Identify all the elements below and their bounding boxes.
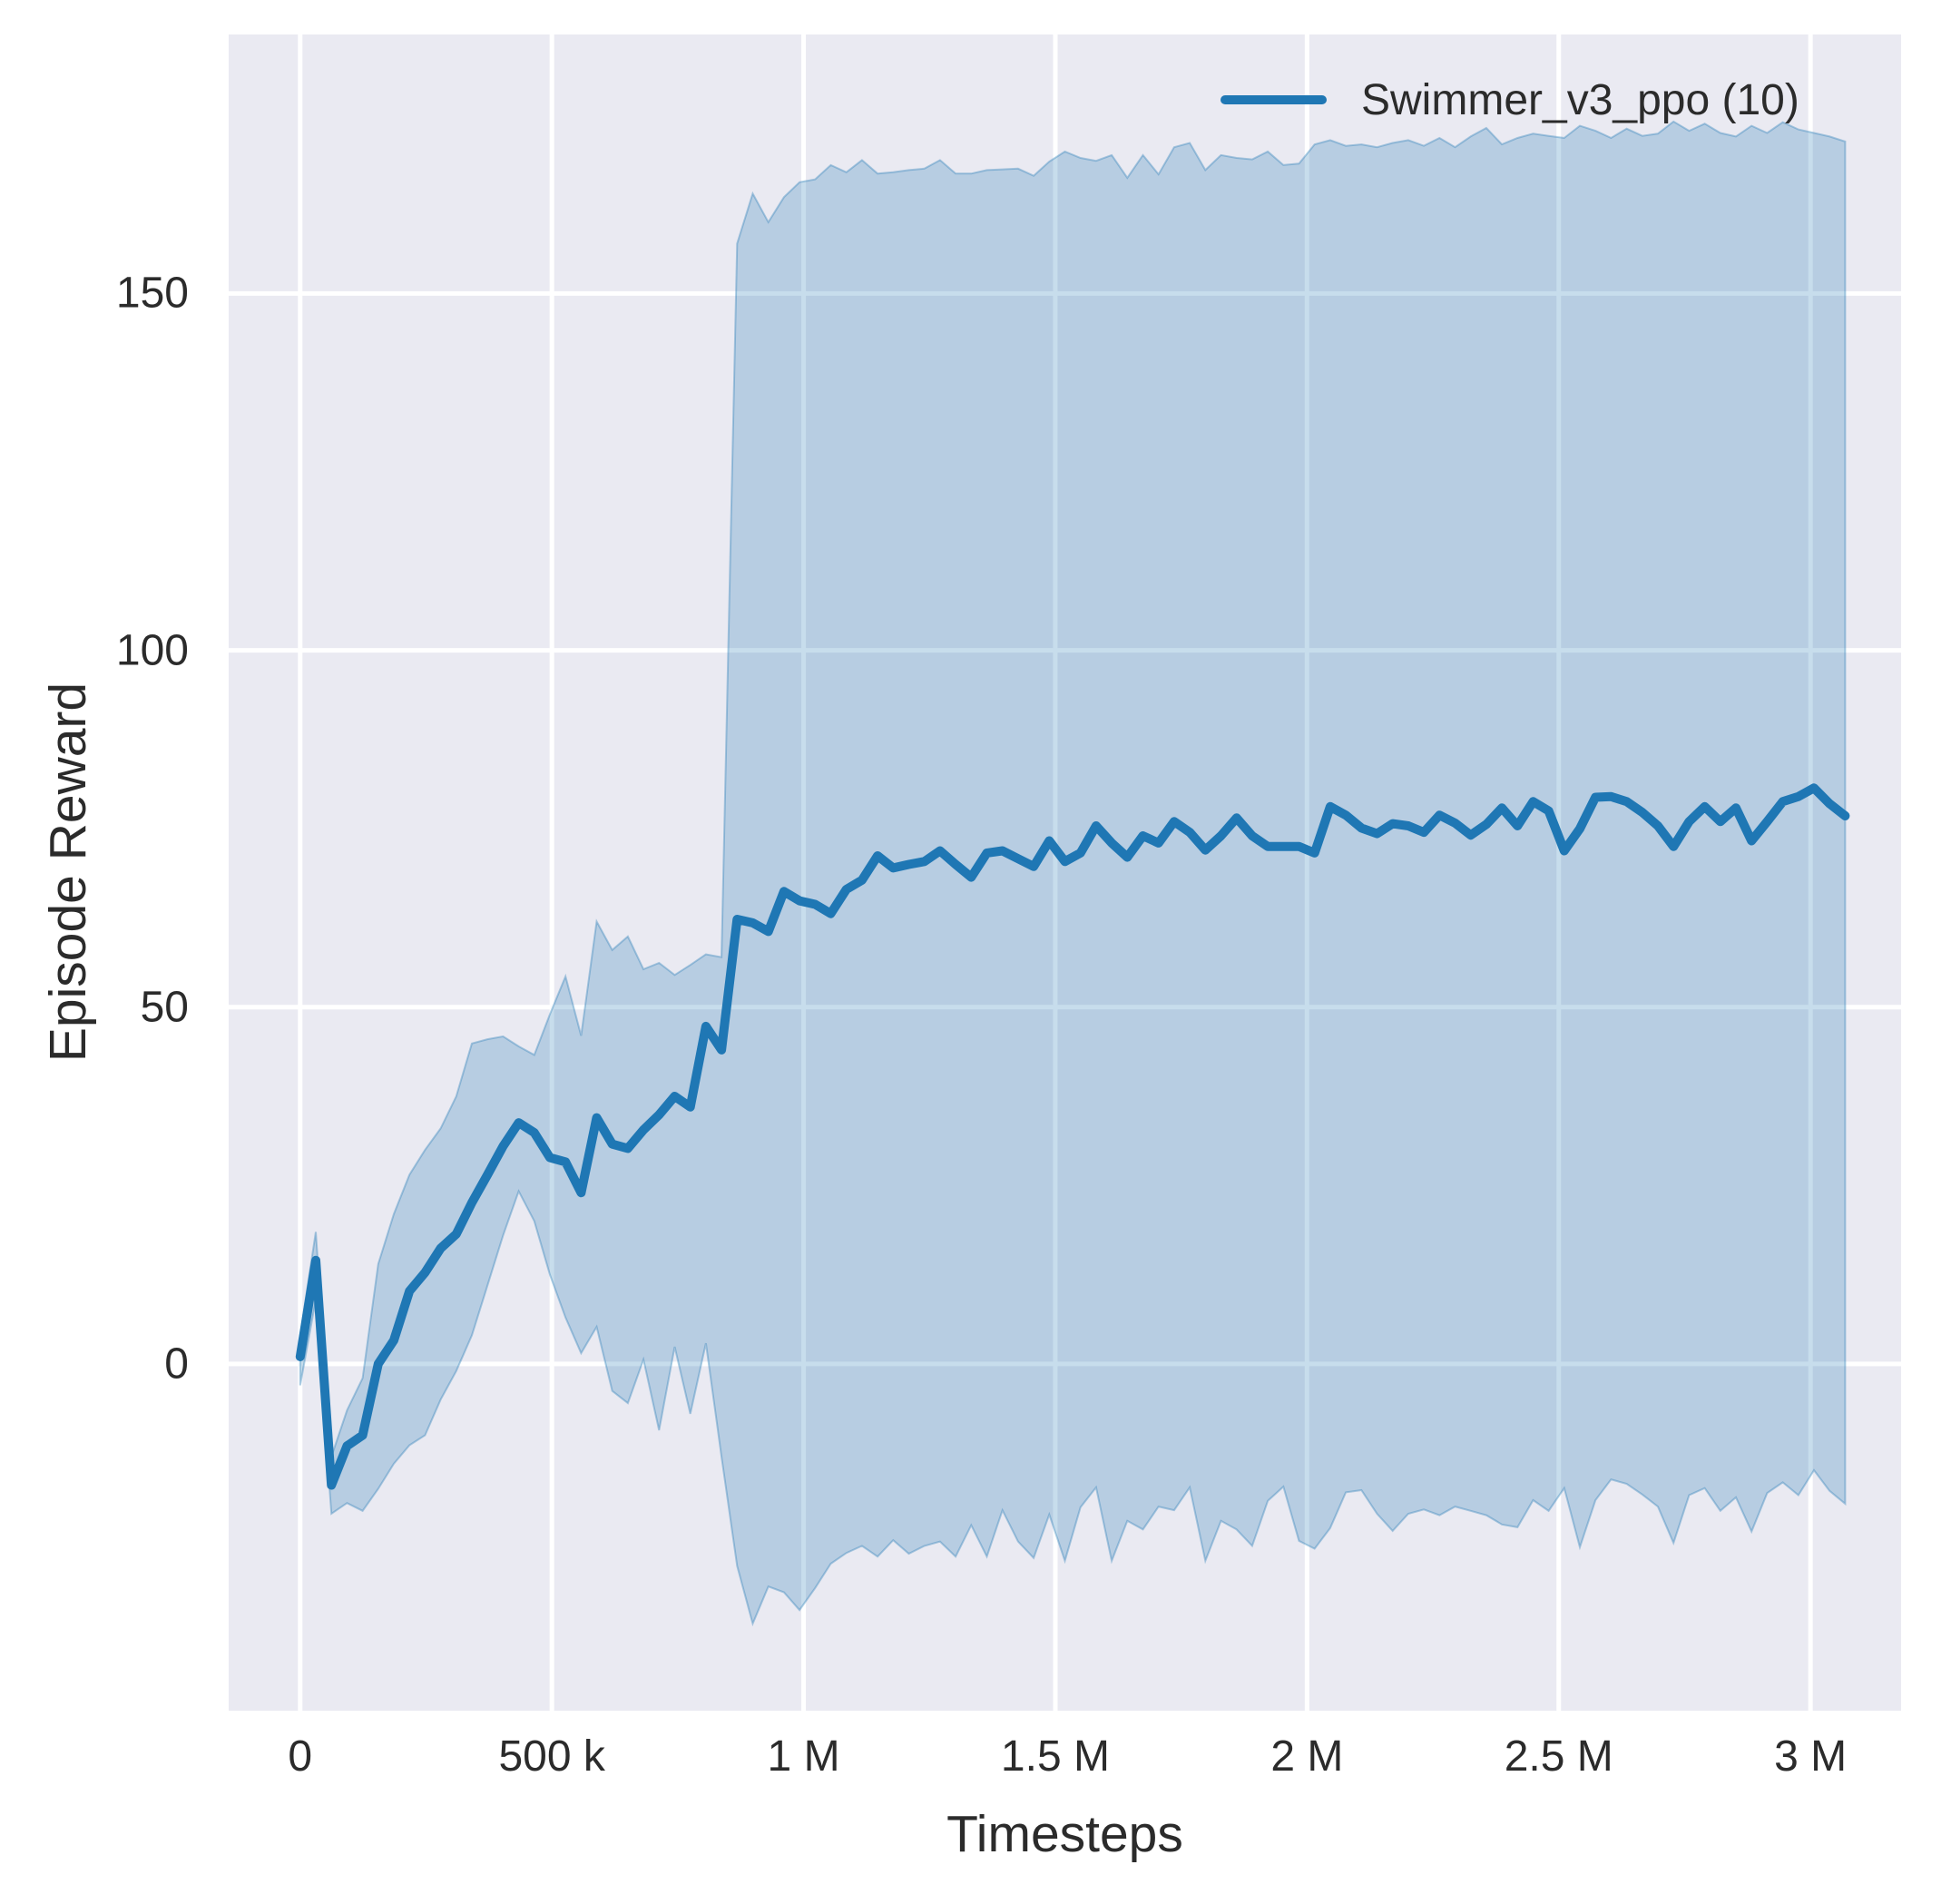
plot-area (229, 34, 1901, 1711)
y-tick-label: 150 (115, 269, 189, 318)
chart-canvas (229, 34, 1901, 1711)
y-tick-label: 50 (140, 983, 189, 1032)
x-tick-label: 2 M (1270, 1732, 1344, 1781)
y-tick-label: 0 (164, 1340, 189, 1389)
plot-background (229, 34, 1901, 1711)
x-tick-label: 2.5 M (1504, 1732, 1613, 1781)
x-tick-label: 500 k (498, 1732, 605, 1781)
x-tick-label: 1 M (767, 1732, 840, 1781)
mean-line (295, 783, 1850, 1490)
y-tick-label: 100 (115, 626, 189, 675)
x-tick-label: 0 (288, 1732, 313, 1781)
confidence-band (299, 120, 1847, 1627)
x-tick-label: 1.5 M (1000, 1732, 1110, 1781)
legend-label: Swimmer_v3_ppo (10) (1361, 75, 1799, 124)
y-axis-label-text: Episode Reward (39, 682, 97, 1063)
x-tick-label: 3 M (1774, 1732, 1848, 1781)
legend-line-swatch (1221, 95, 1327, 104)
legend: Swimmer_v3_ppo (10) (1221, 71, 1799, 129)
x-axis-label: Timesteps (946, 1805, 1183, 1863)
